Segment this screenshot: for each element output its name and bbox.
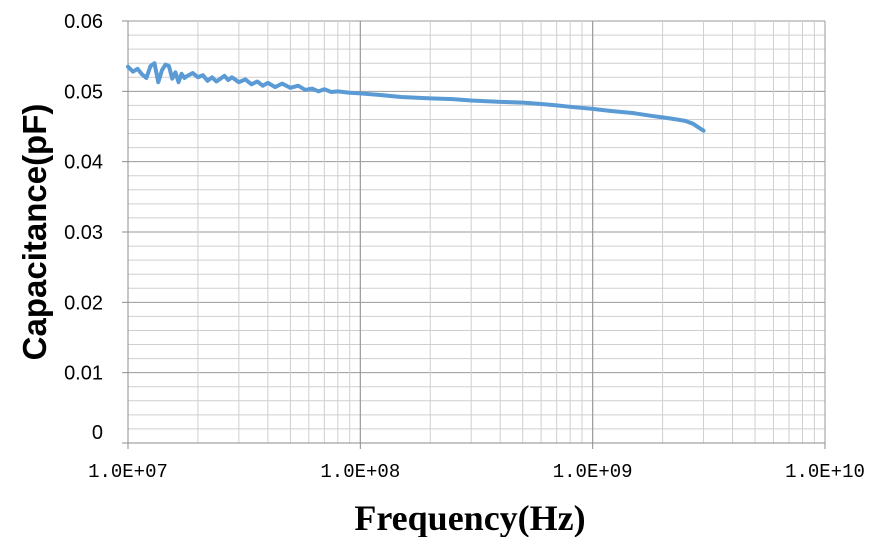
axes — [122, 20, 826, 449]
y-tick-label: 0.04 — [64, 152, 103, 174]
x-axis-label: Frequency(Hz) — [354, 498, 585, 537]
y-tick-label: 0.06 — [64, 11, 103, 33]
y-tick-label: 0.05 — [64, 81, 103, 103]
x-tick-label: 1.0E+08 — [320, 461, 400, 483]
grid-lines — [128, 20, 826, 443]
y-axis-label: Capacitance(pF) — [16, 104, 53, 361]
series-line-0 — [126, 61, 706, 133]
y-tick-label: 0.03 — [64, 222, 103, 244]
x-tick-label: 1.0E+09 — [553, 461, 633, 483]
y-tick-label: 0.02 — [64, 292, 103, 314]
y-tick-label: 0.01 — [64, 363, 103, 385]
tick-labels: 0 0.01 0.02 0.03 0.04 0.05 0.06 1.0E+07 1.0E+08 1… — [64, 11, 865, 483]
x-tick-label: 1.0E+10 — [785, 461, 865, 483]
x-tick-label: 1.0E+07 — [88, 461, 168, 483]
y-tick-label: 0 — [92, 422, 103, 444]
series-layer — [126, 61, 706, 133]
